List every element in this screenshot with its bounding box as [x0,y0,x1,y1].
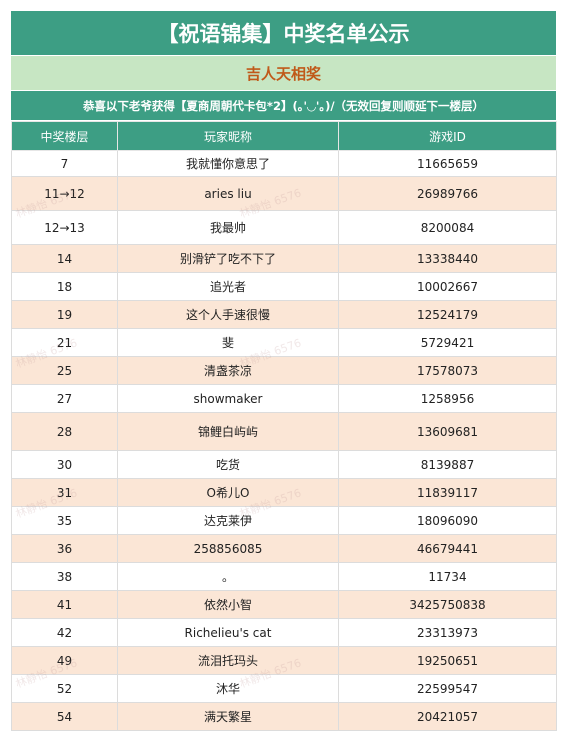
table-row: 41 依然小智 3425750838 [11,590,557,619]
table-row: 18 追光者 10002667 [11,272,557,301]
table-row: 52 沐华 22599547 [11,674,557,703]
cell-floor: 38 [11,562,118,591]
cell-floor: 27 [11,384,118,413]
cell-floor: 41 [11,590,118,619]
cell-floor: 36 [11,534,118,563]
column-header-nickname: 玩家昵称 [117,121,339,151]
cell-nickname: 沐华 [117,674,339,703]
cell-nickname: 吃货 [117,450,339,479]
table-row: 36 258856085 46679441 [11,534,557,563]
cell-game-id: 8139887 [338,450,557,479]
cell-floor: 11→12 [11,176,118,211]
cell-floor: 14 [11,244,118,273]
cell-nickname: 斐 [117,328,339,357]
table-header-row: 中奖楼层 玩家昵称 游戏ID [11,121,557,151]
cell-game-id: 18096090 [338,506,557,535]
cell-game-id: 8200084 [338,210,557,245]
cell-game-id: 26989766 [338,176,557,211]
cell-nickname: 。 [117,562,339,591]
cell-floor: 28 [11,412,118,451]
cell-nickname: 达克莱伊 [117,506,339,535]
cell-floor: 31 [11,478,118,507]
cell-nickname: 清盏茶凉 [117,356,339,385]
cell-floor: 30 [11,450,118,479]
cell-nickname: Richelieu's cat [117,618,339,647]
cell-floor: 18 [11,272,118,301]
cell-nickname: 依然小智 [117,590,339,619]
column-header-game-id: 游戏ID [338,121,557,151]
award-name: 吉人天相奖 [11,56,556,91]
cell-floor: 54 [11,702,118,731]
cell-floor: 52 [11,674,118,703]
cell-game-id: 13338440 [338,244,557,273]
cell-game-id: 5729421 [338,328,557,357]
cell-game-id: 13609681 [338,412,557,451]
table-row: 35 达克莱伊 18096090 [11,506,557,535]
cell-floor: 7 [11,150,118,177]
cell-game-id: 1258956 [338,384,557,413]
cell-game-id: 11839117 [338,478,557,507]
cell-nickname: 追光者 [117,272,339,301]
cell-nickname: O希儿O [117,478,339,507]
cell-floor: 12→13 [11,210,118,245]
table-row: 38。 11734 [11,562,557,591]
table-row: 21 斐 5729421 [11,328,557,357]
cell-floor: 21 [11,328,118,357]
column-header-floor: 中奖楼层 [11,121,118,151]
cell-game-id: 23313973 [338,618,557,647]
winner-table: 中奖楼层 玩家昵称 游戏ID 7 我就懂你意思了 11665659 11→12 arie… [11,121,557,731]
winner-sheet: 【祝语锦集】中奖名单公示 吉人天相奖 恭喜以下老爷获得【夏商周朝代卡包*2】(｡… [11,11,557,731]
table-row: 12→13 我最帅 8200084 [11,210,557,245]
cell-nickname: aries liu [117,176,339,211]
cell-game-id: 10002667 [338,272,557,301]
table-row: 7 我就懂你意思了 11665659 [11,150,557,177]
table-row: 27 showmaker 1258956 [11,384,557,413]
cell-game-id: 11665659 [338,150,557,177]
table-row: 19 这个人手速很慢 12524179 [11,300,557,329]
cell-nickname: 我就懂你意思了 [117,150,339,177]
cell-nickname: 别滑铲了吃不下了 [117,244,339,273]
table-row: 30 吃货 8139887 [11,450,557,479]
cell-nickname: 这个人手速很慢 [117,300,339,329]
cell-nickname: 锦鲤白屿屿 [117,412,339,451]
cell-game-id: 12524179 [338,300,557,329]
table-row: 54 满天繁星 20421057 [11,702,557,731]
cell-nickname: 我最帅 [117,210,339,245]
table-row: 14 别滑铲了吃不下了 13338440 [11,244,557,273]
cell-nickname: showmaker [117,384,339,413]
cell-floor: 49 [11,646,118,675]
cell-game-id: 17578073 [338,356,557,385]
cell-nickname: 258856085 [117,534,339,563]
cell-game-id: 11734 [338,562,557,591]
table-row: 25 清盏茶凉 17578073 [11,356,557,385]
cell-floor: 42 [11,618,118,647]
table-row: 31 O希儿O 11839117 [11,478,557,507]
table-row: 11→12 aries liu 26989766 [11,176,557,211]
page-title: 【祝语锦集】中奖名单公示 [11,11,556,56]
table-body: 7 我就懂你意思了 11665659 11→12 aries liu 26989766 12… [11,150,557,731]
cell-game-id: 19250651 [338,646,557,675]
cell-floor: 25 [11,356,118,385]
cell-game-id: 3425750838 [338,590,557,619]
cell-floor: 35 [11,506,118,535]
cell-game-id: 22599547 [338,674,557,703]
cell-nickname: 流泪托玛头 [117,646,339,675]
cell-game-id: 20421057 [338,702,557,731]
table-row: 42 Richelieu's cat 23313973 [11,618,557,647]
cell-floor: 19 [11,300,118,329]
table-row: 49 流泪托玛头 19250651 [11,646,557,675]
table-row: 28 锦鲤白屿屿 13609681 [11,412,557,451]
prize-notice: 恭喜以下老爷获得【夏商周朝代卡包*2】(｡'◡'｡)/（无效回复则顺延下一楼层） [11,91,556,121]
cell-game-id: 46679441 [338,534,557,563]
cell-nickname: 满天繁星 [117,702,339,731]
